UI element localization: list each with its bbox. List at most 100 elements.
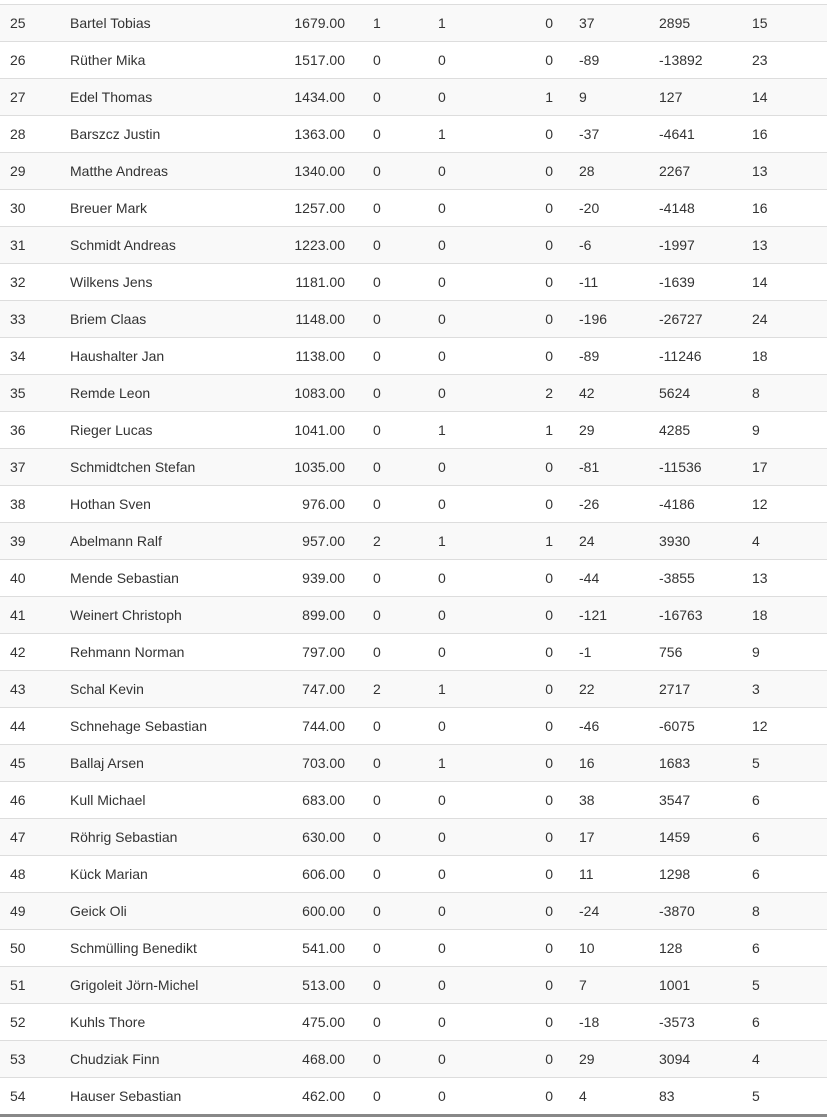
- stat-cell-4: 42: [579, 385, 595, 401]
- player-name-cell: Schnehage Sebastian: [70, 718, 207, 734]
- points-cell: 468.00: [302, 1051, 345, 1067]
- stat-cell-5: -3855: [659, 570, 695, 586]
- stat-cell-2: 0: [438, 459, 446, 475]
- points-cell: 1148.00: [295, 311, 345, 327]
- stat-cell-6: 6: [752, 829, 760, 845]
- player-name-cell: Grigoleit Jörn-Michel: [70, 977, 199, 993]
- stat-cell-2: 1: [438, 422, 446, 438]
- player-name-cell: Ballaj Arsen: [70, 755, 144, 771]
- rank-cell: 49: [10, 903, 26, 919]
- stat-cell-3: 0: [545, 718, 553, 734]
- stat-cell-1: 0: [373, 200, 381, 216]
- table-row: 50 Schmülling Benedikt 541.00 0 0 0 10 128 6: [0, 930, 827, 967]
- table-row: 39 Abelmann Ralf 957.00 2 1 1 24 3930 4: [0, 523, 827, 560]
- stat-cell-6: 14: [752, 274, 768, 290]
- stat-cell-1: 0: [373, 237, 381, 253]
- table-row: 35 Remde Leon 1083.00 0 0 2 42 5624 8: [0, 375, 827, 412]
- stat-cell-1: 0: [373, 644, 381, 660]
- stat-cell-3: 0: [545, 163, 553, 179]
- stat-cell-4: -89: [579, 52, 600, 68]
- stat-cell-6: 5: [752, 1088, 760, 1104]
- table-row: 47 Röhrig Sebastian 630.00 0 0 0 17 1459 6: [0, 819, 827, 856]
- stat-cell-3: 0: [545, 866, 553, 882]
- rank-cell: 33: [10, 311, 26, 327]
- stat-cell-6: 13: [752, 237, 768, 253]
- points-cell: 1257.00: [294, 200, 345, 216]
- player-name-cell: Bartel Tobias: [70, 15, 151, 31]
- rank-cell: 47: [10, 829, 26, 845]
- stat-cell-5: 128: [659, 940, 683, 956]
- points-cell: 1517.00: [294, 52, 345, 68]
- table-row: 33 Briem Claas 1148.00 0 0 0 -196 -26727 24: [0, 301, 827, 338]
- stat-cell-4: -89: [579, 348, 600, 364]
- points-cell: 939.00: [302, 570, 345, 586]
- player-name-cell: Schmülling Benedikt: [70, 940, 197, 956]
- stat-cell-6: 18: [752, 348, 768, 364]
- rank-cell: 53: [10, 1051, 26, 1067]
- rank-cell: 48: [10, 866, 26, 882]
- stat-cell-2: 0: [438, 1014, 446, 1030]
- player-name-cell: Edel Thomas: [70, 89, 153, 105]
- player-name-cell: Briem Claas: [70, 311, 147, 327]
- stat-cell-3: 1: [545, 422, 553, 438]
- stat-cell-4: -1: [579, 644, 592, 660]
- stat-cell-1: 0: [373, 718, 381, 734]
- stat-cell-6: 13: [752, 163, 768, 179]
- stat-cell-4: -46: [579, 718, 600, 734]
- stat-cell-3: 0: [545, 237, 553, 253]
- stat-cell-2: 0: [438, 1051, 446, 1067]
- points-cell: 600.00: [302, 903, 345, 919]
- stat-cell-1: 0: [373, 755, 381, 771]
- stat-cell-5: -13892: [659, 52, 703, 68]
- table-row: 54 Hauser Sebastian 462.00 0 0 0 4 83 5: [0, 1078, 827, 1117]
- table-row: 38 Hothan Sven 976.00 0 0 0 -26 -4186 12: [0, 486, 827, 523]
- stat-cell-2: 1: [438, 681, 446, 697]
- stat-cell-2: 0: [438, 940, 446, 956]
- points-cell: 1181.00: [295, 274, 345, 290]
- stat-cell-4: 38: [579, 792, 595, 808]
- stat-cell-1: 0: [373, 385, 381, 401]
- points-cell: 462.00: [302, 1088, 345, 1104]
- stat-cell-6: 8: [752, 903, 760, 919]
- stat-cell-5: 1459: [659, 829, 691, 845]
- stat-cell-2: 1: [438, 15, 446, 31]
- stat-cell-1: 0: [373, 52, 381, 68]
- stat-cell-2: 0: [438, 1088, 446, 1104]
- stat-cell-5: -4641: [659, 126, 695, 142]
- stat-cell-4: 22: [579, 681, 595, 697]
- stat-cell-2: 0: [438, 607, 446, 623]
- stat-cell-4: 28: [579, 163, 595, 179]
- stat-cell-4: -121: [579, 607, 608, 623]
- table-row: 49 Geick Oli 600.00 0 0 0 -24 -3870 8: [0, 893, 827, 930]
- stat-cell-1: 0: [373, 1051, 381, 1067]
- table-row: 48 Kück Marian 606.00 0 0 0 11 1298 6: [0, 856, 827, 893]
- table-row: 52 Kuhls Thore 475.00 0 0 0 -18 -3573 6: [0, 1004, 827, 1041]
- stat-cell-4: 29: [579, 422, 595, 438]
- player-name-cell: Breuer Mark: [70, 200, 148, 216]
- stat-cell-5: 3094: [659, 1051, 691, 1067]
- stat-cell-1: 0: [373, 459, 381, 475]
- stat-cell-2: 0: [438, 89, 446, 105]
- rank-cell: 35: [10, 385, 26, 401]
- stat-cell-5: 127: [659, 89, 683, 105]
- stat-cell-6: 5: [752, 977, 760, 993]
- points-cell: 1138.00: [295, 348, 345, 364]
- points-cell: 683.00: [302, 792, 345, 808]
- stat-cell-4: -24: [579, 903, 600, 919]
- rank-cell: 43: [10, 681, 26, 697]
- rank-cell: 38: [10, 496, 26, 512]
- stat-cell-5: -1639: [659, 274, 695, 290]
- stat-cell-4: 10: [579, 940, 595, 956]
- stat-cell-2: 0: [438, 163, 446, 179]
- rank-cell: 27: [10, 89, 26, 105]
- points-cell: 747.00: [302, 681, 345, 697]
- points-cell: 703.00: [302, 755, 345, 771]
- stat-cell-3: 0: [545, 903, 553, 919]
- stat-cell-4: 29: [579, 1051, 595, 1067]
- stat-cell-3: 1: [545, 533, 553, 549]
- stat-cell-5: -3573: [659, 1014, 695, 1030]
- stat-cell-4: 4: [579, 1088, 587, 1104]
- stat-cell-6: 6: [752, 940, 760, 956]
- rank-cell: 37: [10, 459, 26, 475]
- stat-cell-2: 1: [438, 755, 446, 771]
